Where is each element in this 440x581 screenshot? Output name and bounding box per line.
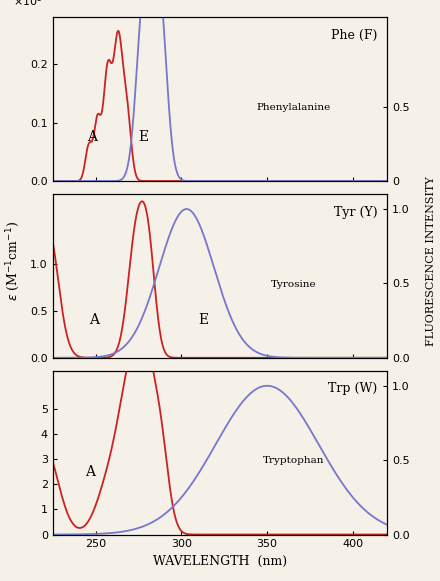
Text: Phe (F): Phe (F) [331, 29, 377, 42]
Text: Trp (W): Trp (W) [328, 382, 377, 395]
X-axis label: WAVELENGTH  (nm): WAVELENGTH (nm) [153, 555, 287, 568]
Text: Tryptophan: Tryptophan [263, 457, 324, 465]
Text: E: E [198, 313, 209, 327]
Text: Phenylalanine: Phenylalanine [257, 103, 331, 112]
Text: $\varepsilon$ (M$^{-1}$cm$^{-1}$): $\varepsilon$ (M$^{-1}$cm$^{-1}$) [4, 221, 22, 302]
Text: $\times$10$^3$: $\times$10$^3$ [13, 0, 43, 9]
Text: Tyr (Y): Tyr (Y) [334, 206, 377, 218]
Text: A: A [87, 130, 97, 144]
Text: Tyrosine: Tyrosine [271, 279, 316, 289]
Text: A: A [89, 313, 99, 327]
Text: E: E [139, 130, 149, 144]
Text: A: A [85, 465, 95, 479]
Text: FLUORESCENCE INTENSITY: FLUORESCENCE INTENSITY [425, 177, 436, 346]
